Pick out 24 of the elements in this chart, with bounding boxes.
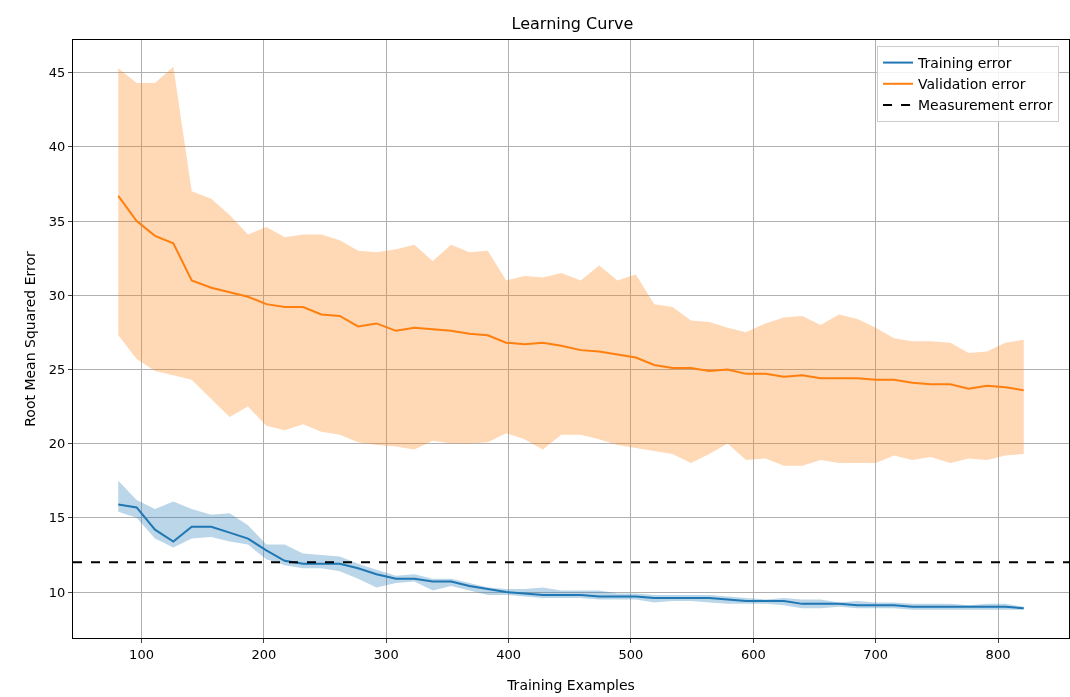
- y-tick-label: 25: [48, 361, 66, 377]
- y-tick-label: 35: [48, 213, 66, 229]
- x-tick-label: 400: [496, 646, 522, 662]
- x-tick-label: 500: [618, 646, 644, 662]
- y-axis-title: Root Mean Squared Error: [22, 251, 38, 427]
- x-axis-title: Training Examples: [506, 677, 635, 693]
- x-tick-label: 800: [985, 646, 1011, 662]
- x-tick-label: 300: [373, 646, 399, 662]
- chart-title: Learning Curve: [511, 13, 634, 33]
- y-tick-label: 15: [48, 510, 66, 526]
- line-series: [117, 194, 1025, 392]
- line-series: [117, 503, 1025, 610]
- y-tick-label: 10: [48, 584, 66, 600]
- x-tick-label: 100: [129, 646, 154, 662]
- x-tick-label: 200: [251, 646, 277, 662]
- y-tick-label: 40: [48, 139, 66, 155]
- x-tick-label: 700: [863, 646, 889, 662]
- legend-label: Validation error: [918, 76, 1026, 93]
- y-tick-label: 45: [48, 65, 66, 81]
- x-tick-label: 600: [740, 646, 766, 662]
- legend-label: Training error: [917, 55, 1012, 72]
- legend-label: Measurement error: [918, 97, 1053, 114]
- y-tick-label: 30: [48, 287, 66, 303]
- y-tick-label: 20: [48, 436, 66, 452]
